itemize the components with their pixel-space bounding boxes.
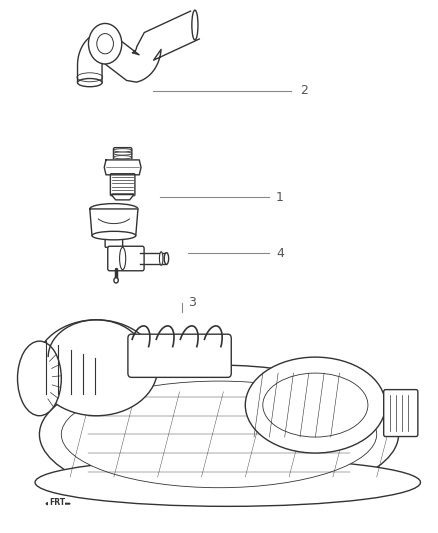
Ellipse shape bbox=[35, 320, 158, 416]
FancyBboxPatch shape bbox=[128, 334, 231, 377]
Ellipse shape bbox=[192, 10, 198, 40]
Text: 4: 4 bbox=[276, 247, 284, 260]
FancyBboxPatch shape bbox=[113, 148, 132, 161]
Text: FRT: FRT bbox=[49, 498, 65, 507]
Ellipse shape bbox=[114, 278, 118, 283]
Ellipse shape bbox=[90, 204, 138, 214]
Ellipse shape bbox=[120, 247, 126, 270]
Ellipse shape bbox=[18, 341, 61, 416]
Circle shape bbox=[88, 23, 122, 64]
Ellipse shape bbox=[263, 373, 368, 437]
Ellipse shape bbox=[113, 152, 132, 155]
Polygon shape bbox=[111, 195, 134, 200]
Text: 2: 2 bbox=[300, 84, 308, 97]
Polygon shape bbox=[78, 11, 199, 83]
FancyBboxPatch shape bbox=[110, 174, 135, 196]
Ellipse shape bbox=[35, 458, 420, 506]
FancyBboxPatch shape bbox=[105, 235, 123, 247]
Text: 1: 1 bbox=[276, 191, 284, 204]
FancyBboxPatch shape bbox=[384, 390, 418, 437]
Ellipse shape bbox=[61, 381, 377, 488]
Ellipse shape bbox=[245, 357, 385, 453]
Ellipse shape bbox=[159, 252, 163, 265]
Circle shape bbox=[97, 34, 113, 54]
Ellipse shape bbox=[78, 78, 102, 87]
Ellipse shape bbox=[164, 253, 169, 264]
Ellipse shape bbox=[92, 231, 136, 240]
Ellipse shape bbox=[113, 149, 132, 152]
Polygon shape bbox=[90, 209, 138, 236]
Text: 3: 3 bbox=[188, 296, 196, 309]
Ellipse shape bbox=[39, 365, 399, 504]
Ellipse shape bbox=[113, 156, 132, 159]
FancyBboxPatch shape bbox=[108, 246, 144, 271]
Polygon shape bbox=[104, 160, 141, 175]
